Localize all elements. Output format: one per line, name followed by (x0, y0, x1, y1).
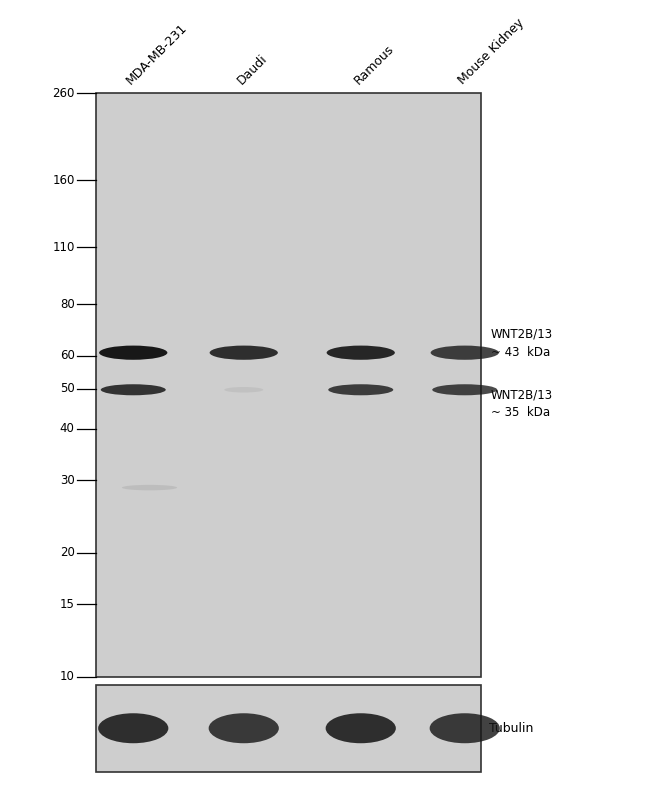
Ellipse shape (326, 713, 396, 743)
Text: Tubulin: Tubulin (489, 722, 533, 735)
Ellipse shape (122, 484, 177, 490)
Text: WNT2B/13
~ 43  kDa: WNT2B/13 ~ 43 kDa (491, 327, 553, 359)
Ellipse shape (430, 713, 500, 743)
Text: Mouse Kidney: Mouse Kidney (456, 16, 526, 87)
Text: Daudi: Daudi (235, 51, 270, 87)
Text: 260: 260 (53, 87, 75, 99)
Text: MDA-MB-231: MDA-MB-231 (124, 21, 190, 87)
Text: 40: 40 (60, 422, 75, 435)
Ellipse shape (99, 346, 168, 360)
Ellipse shape (326, 346, 395, 360)
Ellipse shape (209, 713, 279, 743)
Ellipse shape (101, 384, 166, 395)
Bar (96, 685, 481, 772)
Text: 60: 60 (60, 350, 75, 362)
Text: Ramous: Ramous (352, 42, 396, 87)
Ellipse shape (328, 384, 393, 395)
Text: 10: 10 (60, 671, 75, 683)
Ellipse shape (224, 387, 263, 393)
Bar (96, 93, 481, 677)
Text: 50: 50 (60, 382, 75, 395)
Text: 15: 15 (60, 598, 75, 611)
Ellipse shape (98, 713, 168, 743)
Text: 160: 160 (53, 174, 75, 187)
Ellipse shape (432, 384, 497, 395)
Text: 20: 20 (60, 546, 75, 559)
Text: 30: 30 (60, 473, 75, 487)
Text: WNT2B/13
~ 35  kDa: WNT2B/13 ~ 35 kDa (491, 388, 553, 420)
Ellipse shape (430, 346, 499, 360)
Text: 80: 80 (60, 297, 75, 311)
Text: 110: 110 (53, 241, 75, 254)
Ellipse shape (209, 346, 278, 360)
